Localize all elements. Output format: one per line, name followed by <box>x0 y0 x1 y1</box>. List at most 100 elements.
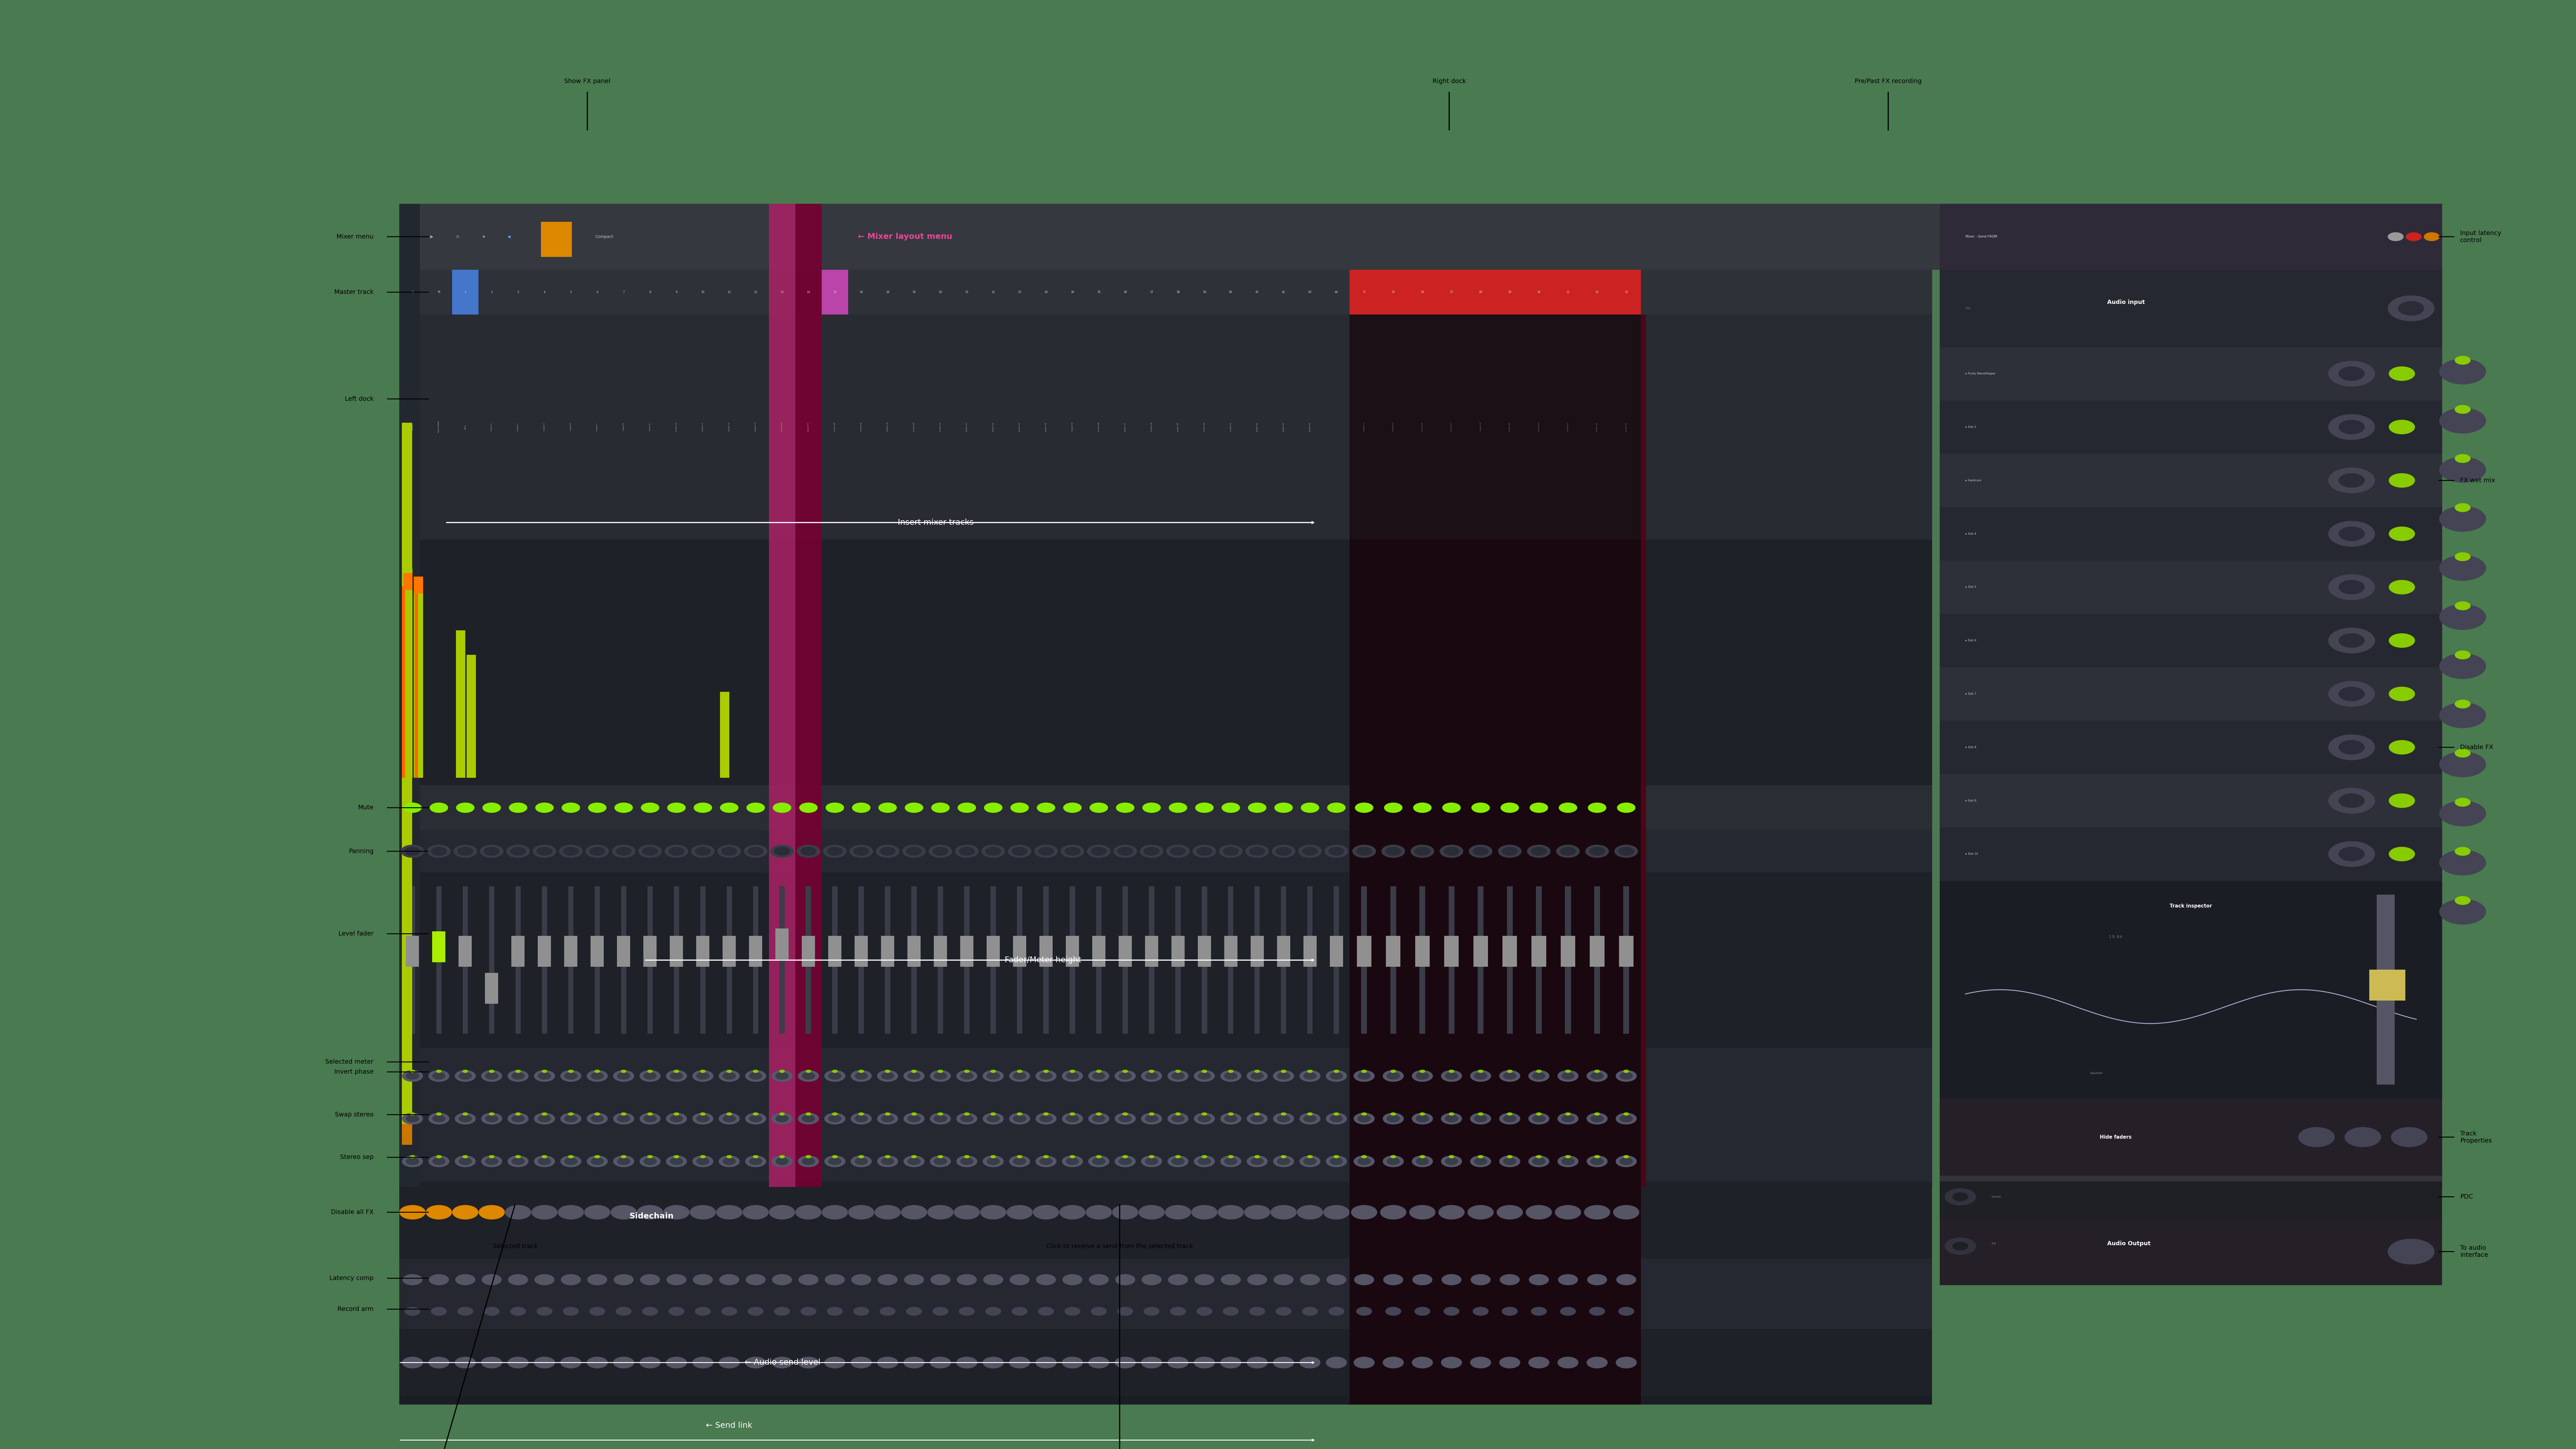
Circle shape <box>1149 1155 1154 1158</box>
Circle shape <box>1218 845 1242 858</box>
Circle shape <box>747 848 762 855</box>
Text: ▸ Slot 2: ▸ Slot 2 <box>1965 426 1976 429</box>
Circle shape <box>1383 1113 1404 1124</box>
FancyBboxPatch shape <box>701 887 706 1033</box>
Circle shape <box>667 1113 688 1124</box>
Circle shape <box>569 1155 574 1158</box>
Circle shape <box>1417 1072 1430 1080</box>
Circle shape <box>1324 845 1347 858</box>
Circle shape <box>1036 845 1059 858</box>
Text: 1.5/ -8.6: 1.5/ -8.6 <box>2110 935 2123 939</box>
Circle shape <box>1273 1274 1293 1285</box>
Circle shape <box>1113 845 1136 858</box>
FancyBboxPatch shape <box>1350 314 1646 1187</box>
FancyBboxPatch shape <box>1940 774 2442 827</box>
Circle shape <box>1327 1113 1347 1124</box>
Circle shape <box>1329 1307 1345 1316</box>
Circle shape <box>1437 1206 1463 1219</box>
Circle shape <box>536 848 551 855</box>
Circle shape <box>531 1206 556 1219</box>
Circle shape <box>1118 1158 1131 1165</box>
Circle shape <box>850 845 873 858</box>
Circle shape <box>590 1307 605 1316</box>
Circle shape <box>453 1206 479 1219</box>
Circle shape <box>1334 1113 1340 1116</box>
Circle shape <box>399 1206 425 1219</box>
Circle shape <box>1358 1072 1370 1080</box>
Circle shape <box>613 1274 634 1285</box>
Circle shape <box>1329 1158 1342 1165</box>
Circle shape <box>1224 848 1239 855</box>
Circle shape <box>2455 700 2470 709</box>
Circle shape <box>1507 1069 1512 1072</box>
Circle shape <box>1303 1158 1316 1165</box>
Circle shape <box>2339 367 2365 381</box>
Circle shape <box>1198 1158 1211 1165</box>
Circle shape <box>407 1072 420 1080</box>
Circle shape <box>886 1113 891 1116</box>
Circle shape <box>2339 848 2365 861</box>
Circle shape <box>482 1071 502 1081</box>
Circle shape <box>435 1155 440 1158</box>
Circle shape <box>886 1155 891 1158</box>
Circle shape <box>1309 1069 1314 1072</box>
Circle shape <box>1587 1156 1607 1166</box>
Circle shape <box>876 1206 902 1219</box>
Circle shape <box>1623 1155 1628 1158</box>
FancyBboxPatch shape <box>1391 887 1396 1033</box>
FancyBboxPatch shape <box>1255 887 1260 1033</box>
Text: Right dock: Right dock <box>1432 78 1466 84</box>
FancyBboxPatch shape <box>538 936 551 966</box>
Circle shape <box>824 1071 845 1081</box>
Circle shape <box>587 1113 608 1124</box>
FancyBboxPatch shape <box>1507 887 1512 1033</box>
Circle shape <box>1589 1072 1602 1080</box>
Circle shape <box>855 1116 868 1122</box>
Text: Panning: Panning <box>348 848 374 855</box>
Circle shape <box>1221 803 1239 813</box>
Text: 43: 43 <box>1309 291 1311 294</box>
Text: 16: 16 <box>860 291 863 294</box>
Circle shape <box>564 1158 577 1165</box>
Circle shape <box>1275 848 1291 855</box>
Circle shape <box>1221 1356 1242 1368</box>
FancyBboxPatch shape <box>1329 936 1342 966</box>
Circle shape <box>1412 1071 1432 1081</box>
FancyBboxPatch shape <box>1940 881 2442 1098</box>
FancyBboxPatch shape <box>415 577 422 594</box>
Circle shape <box>595 1113 600 1116</box>
Circle shape <box>693 1071 714 1081</box>
Text: Left dock: Left dock <box>345 396 374 401</box>
Circle shape <box>1615 1113 1636 1124</box>
FancyBboxPatch shape <box>456 630 466 778</box>
Circle shape <box>456 1356 477 1368</box>
Circle shape <box>719 1113 739 1124</box>
Circle shape <box>752 1069 757 1072</box>
Circle shape <box>541 1155 546 1158</box>
Circle shape <box>1440 1071 1461 1081</box>
FancyBboxPatch shape <box>1350 1329 1641 1397</box>
FancyBboxPatch shape <box>1350 785 1641 830</box>
FancyBboxPatch shape <box>1144 936 1159 966</box>
Circle shape <box>752 1155 757 1158</box>
Circle shape <box>1115 1156 1136 1166</box>
Polygon shape <box>984 1414 1002 1443</box>
Circle shape <box>1561 1116 1574 1122</box>
Circle shape <box>639 845 662 858</box>
Circle shape <box>1561 1158 1574 1165</box>
Circle shape <box>410 1435 456 1449</box>
Text: (no: (no <box>1991 1242 1996 1245</box>
Circle shape <box>1479 1069 1484 1072</box>
Circle shape <box>1535 1155 1540 1158</box>
Circle shape <box>1301 803 1319 813</box>
Circle shape <box>1473 1072 1486 1080</box>
Circle shape <box>1953 1193 1968 1201</box>
Polygon shape <box>1414 1414 1432 1443</box>
Circle shape <box>585 845 608 858</box>
Circle shape <box>1043 1113 1048 1116</box>
Circle shape <box>1499 1156 1520 1166</box>
Circle shape <box>1167 1356 1188 1368</box>
FancyBboxPatch shape <box>1940 270 2442 346</box>
Circle shape <box>410 1155 415 1158</box>
FancyBboxPatch shape <box>801 936 814 966</box>
